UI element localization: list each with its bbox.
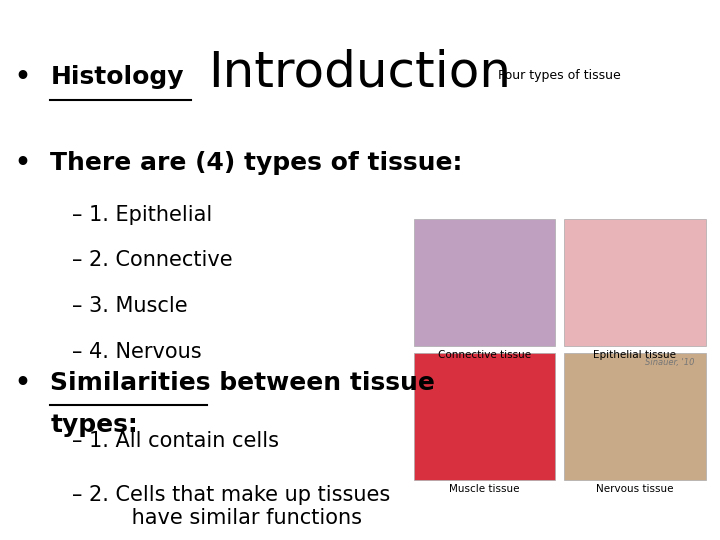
Text: types:: types:	[50, 414, 138, 437]
FancyBboxPatch shape	[564, 353, 706, 480]
FancyBboxPatch shape	[414, 353, 556, 480]
Text: Histology: Histology	[50, 65, 184, 89]
Text: Nervous tissue: Nervous tissue	[596, 484, 674, 494]
Text: Connective tissue: Connective tissue	[438, 350, 531, 361]
Text: Epithelial tissue: Epithelial tissue	[593, 350, 676, 361]
Text: Four types of tissue: Four types of tissue	[498, 69, 621, 82]
Text: •: •	[14, 65, 30, 89]
Text: •: •	[14, 372, 30, 395]
Text: – 3. Muscle: – 3. Muscle	[72, 296, 188, 316]
Text: There are (4) types of tissue:: There are (4) types of tissue:	[50, 151, 463, 175]
FancyBboxPatch shape	[564, 219, 706, 346]
Text: Muscle tissue: Muscle tissue	[449, 484, 520, 494]
Text: – 1. Epithelial: – 1. Epithelial	[72, 205, 212, 225]
Text: Introduction: Introduction	[209, 49, 511, 97]
Text: Sinauer, '10: Sinauer, '10	[645, 358, 695, 367]
Text: – 2. Cells that make up tissues
         have similar functions: – 2. Cells that make up tissues have sim…	[72, 484, 390, 528]
Text: – 1. All contain cells: – 1. All contain cells	[72, 431, 279, 451]
Text: – 2. Connective: – 2. Connective	[72, 251, 233, 271]
FancyBboxPatch shape	[414, 219, 556, 346]
Text: •: •	[14, 151, 30, 175]
Text: – 4. Nervous: – 4. Nervous	[72, 342, 202, 362]
Text: Similarities between tissue: Similarities between tissue	[50, 372, 436, 395]
